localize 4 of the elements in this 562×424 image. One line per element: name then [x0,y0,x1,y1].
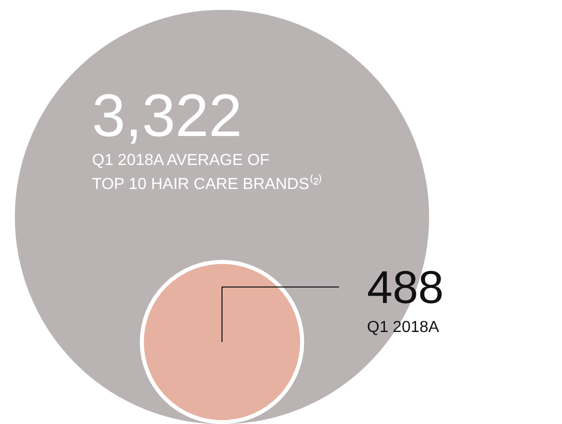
category-label: Q1 2018A AVERAGE OF TOP 10 HAIR CARE BRANDS⁽²⁾ [92,152,323,193]
data-label: 3,322 [92,82,242,149]
category-label: Q1 2018A [367,319,440,336]
data-label: 488 [367,261,444,313]
